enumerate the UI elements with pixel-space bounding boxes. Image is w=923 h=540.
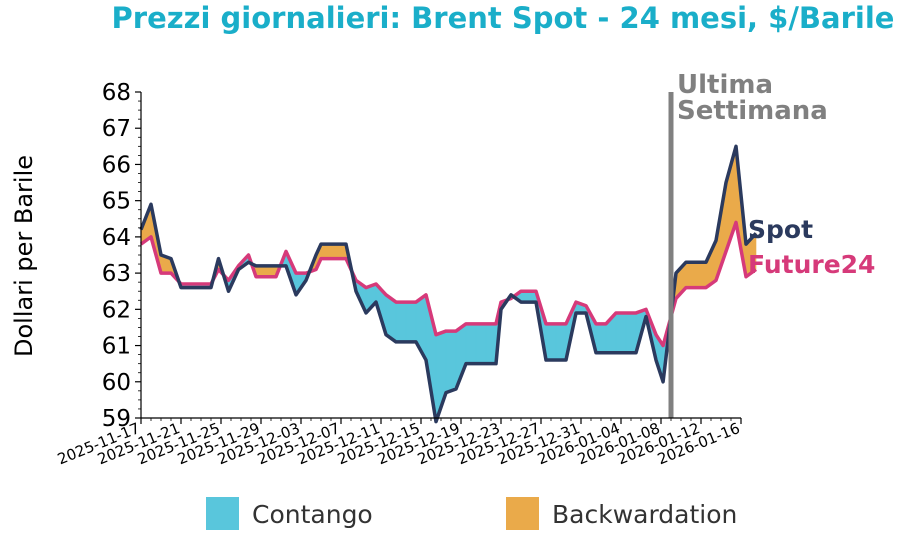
series-lines <box>139 144 758 424</box>
y-tick-label: 67 <box>102 116 131 142</box>
y-tick-label: 62 <box>102 297 131 323</box>
spot-line <box>139 144 758 424</box>
y-tick-label: 68 <box>102 80 131 106</box>
x-axis: 2025-11-172025-11-212025-11-252025-11-29… <box>55 417 742 468</box>
contango-fill <box>625 312 637 354</box>
contango-legend-swatch <box>206 497 239 530</box>
backwardation-legend-swatch <box>506 497 539 530</box>
contango-fill <box>395 301 407 343</box>
backwardation-legend-label: Backwardation <box>552 500 737 529</box>
contango-fill <box>475 323 487 364</box>
contango-fill <box>405 301 417 343</box>
y-tick-label: 66 <box>102 152 131 178</box>
backwardation-fill <box>320 243 332 259</box>
contango-fill <box>555 323 567 361</box>
last-week-label: Settimana <box>677 96 828 126</box>
y-tick-label: 61 <box>102 334 131 360</box>
contango-fill <box>615 312 627 354</box>
contango-fill <box>485 323 497 364</box>
contango-fill <box>595 323 607 354</box>
contango-legend-label: Contango <box>252 500 373 529</box>
chart-title: Prezzi giornalieri: Brent Spot - 24 mesi… <box>112 1 895 35</box>
contango-fill <box>465 323 477 364</box>
y-tick-label: 65 <box>102 189 131 215</box>
future24-line <box>139 220 758 348</box>
backwardation-fill <box>330 243 342 259</box>
y-tick-label: 60 <box>102 370 131 396</box>
y-tick-label: 63 <box>102 261 131 287</box>
y-axis: 59 60 61 62 63 64 65 66 67 68 <box>102 80 142 432</box>
y-tick-label: 64 <box>102 225 131 251</box>
last-week-label: Ultima <box>677 70 773 100</box>
backwardation-fill <box>695 261 707 288</box>
backwardation-fill <box>685 261 697 288</box>
y-tick-label: 59 <box>102 406 131 432</box>
series-labels: Spot Future24 <box>748 215 875 279</box>
contango-fill <box>545 323 557 361</box>
legend: Contango Backwardation <box>206 497 737 530</box>
future24-series-label: Future24 <box>748 250 875 279</box>
contango-fill <box>445 330 457 394</box>
y-axis-label: Dollari per Barile <box>10 155 38 357</box>
spot-series-label: Spot <box>748 215 813 244</box>
